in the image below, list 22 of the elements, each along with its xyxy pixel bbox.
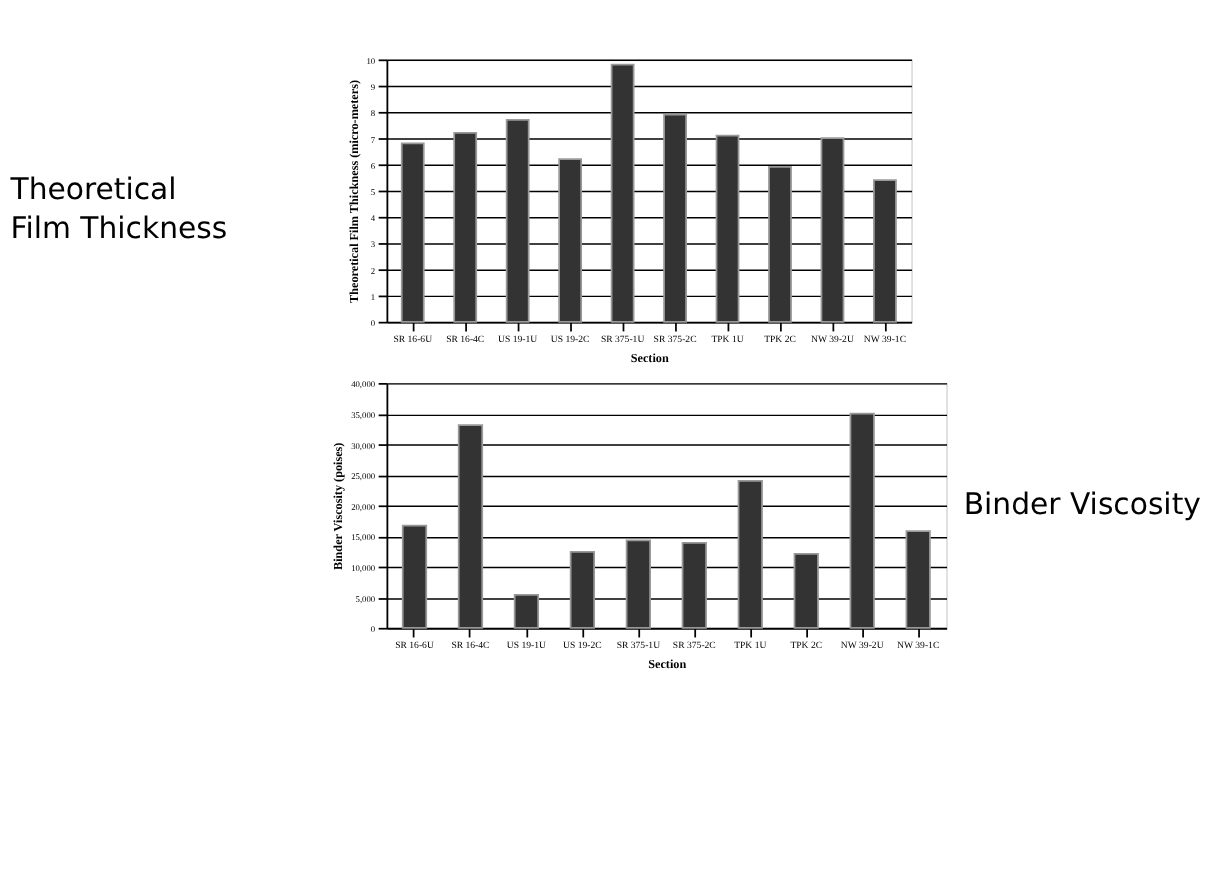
bar (625, 539, 651, 629)
bar (820, 137, 845, 323)
bar (558, 158, 583, 323)
bar (513, 593, 540, 629)
bar (457, 424, 484, 629)
bar (400, 142, 425, 323)
bar (768, 166, 792, 323)
bar (849, 412, 875, 629)
bar (453, 132, 478, 323)
bar (793, 552, 819, 629)
bar (905, 530, 931, 629)
bar (401, 524, 428, 629)
text: Theoretical Film Thickness (8, 171, 228, 246)
bar (505, 118, 530, 323)
bar (569, 551, 596, 629)
bar (873, 179, 897, 323)
bar (681, 541, 707, 629)
bar (715, 134, 740, 323)
bar (610, 63, 635, 323)
text: Binder Viscosity (963, 486, 1202, 523)
bar (663, 113, 687, 323)
bar (737, 480, 763, 629)
